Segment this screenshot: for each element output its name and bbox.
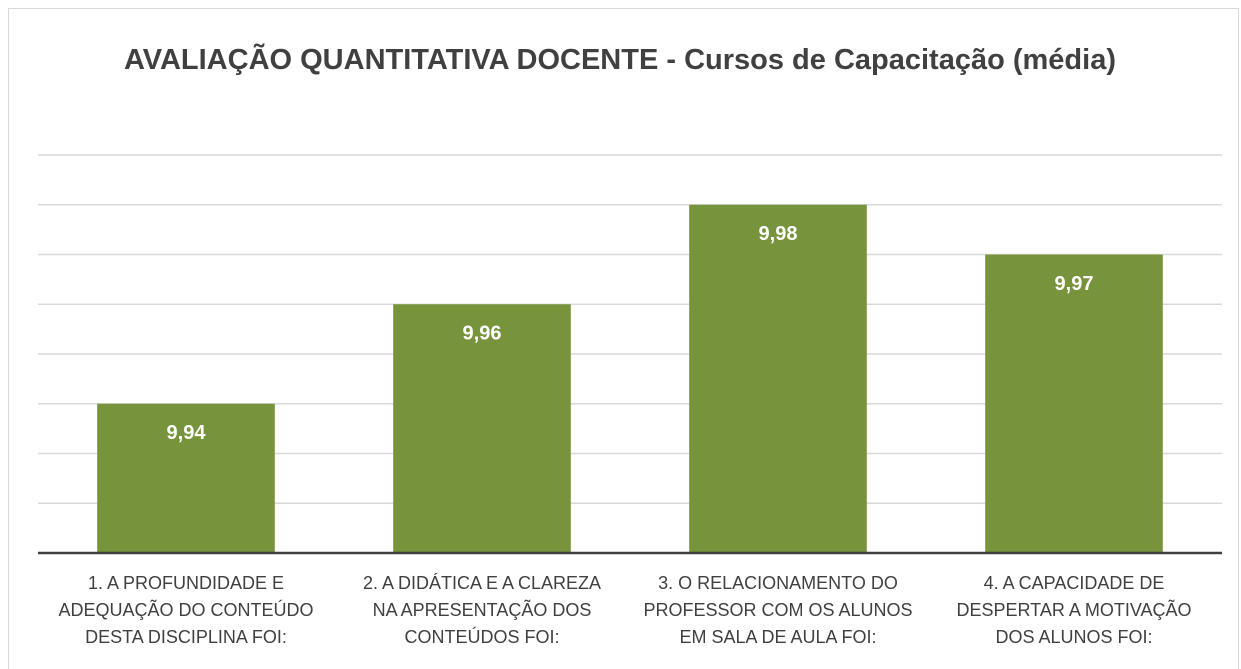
x-tick-label: 2. A DIDÁTICA E A CLAREZA NA APRESENTAÇÃ… (362, 573, 602, 647)
bar (393, 304, 571, 553)
data-label: 9,97 (1055, 273, 1094, 295)
bar (985, 254, 1163, 553)
data-label: 9,94 (167, 422, 207, 444)
x-tick-label: 1. A PROFUNDIDADE E ADEQUAÇÃO DO CONTEÚD… (58, 573, 314, 647)
x-tick-label: 3. O RELACIONAMENTO DO PROFESSOR COM OS … (643, 573, 913, 647)
data-label: 9,98 (759, 223, 798, 245)
bar (689, 204, 867, 553)
chart-frame (8, 8, 1239, 669)
bar (97, 403, 275, 553)
x-tick-label: 4. A CAPACIDADE DE DESPERTAR A MOTIVAÇÃO… (956, 573, 1192, 647)
data-label: 9,96 (463, 323, 502, 345)
chart-title: AVALIAÇÃO QUANTITATIVA DOCENTE - Cursos … (123, 44, 1116, 76)
